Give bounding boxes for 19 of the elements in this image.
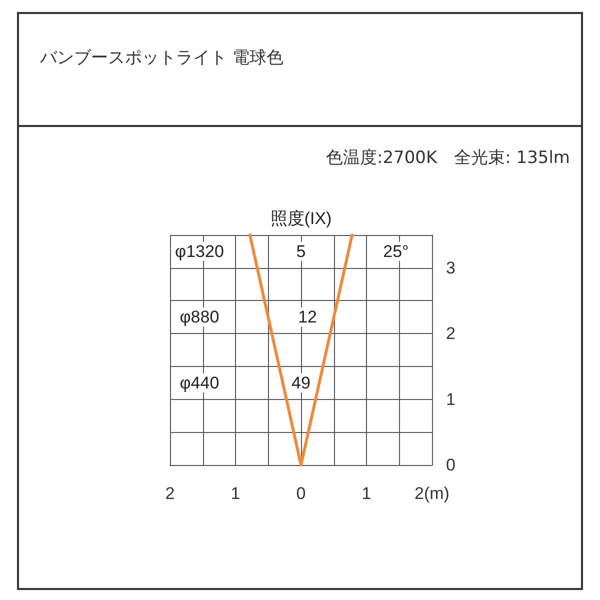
annotation: φ440 (180, 373, 220, 392)
x-tick-label: 2(m) (414, 484, 450, 503)
annotation: 5 (296, 242, 306, 261)
y-tick-label: 1 (446, 390, 456, 409)
annotation: 12 (298, 308, 318, 327)
y-tick-label: 0 (446, 456, 456, 474)
x-tick-label: 1 (230, 484, 240, 503)
x-tick-label: 1 (362, 484, 372, 503)
y-tick-label: 2 (446, 324, 456, 344)
chart-title: バンブースポットライト 電球色 (40, 47, 284, 69)
annotation: φ1320 (175, 242, 224, 261)
chart-subtitle: 色温度:2700K 全光束: 135lm (326, 147, 570, 169)
annotation: 49 (292, 373, 310, 392)
text: 照度(IX) (270, 209, 332, 228)
x-tick-label: 2 (165, 484, 175, 503)
x-tick-label: 0 (296, 484, 306, 503)
y-tick-label: 3 (446, 258, 456, 278)
annotation: φ880 (180, 308, 220, 327)
annotation: 25° (383, 242, 409, 261)
